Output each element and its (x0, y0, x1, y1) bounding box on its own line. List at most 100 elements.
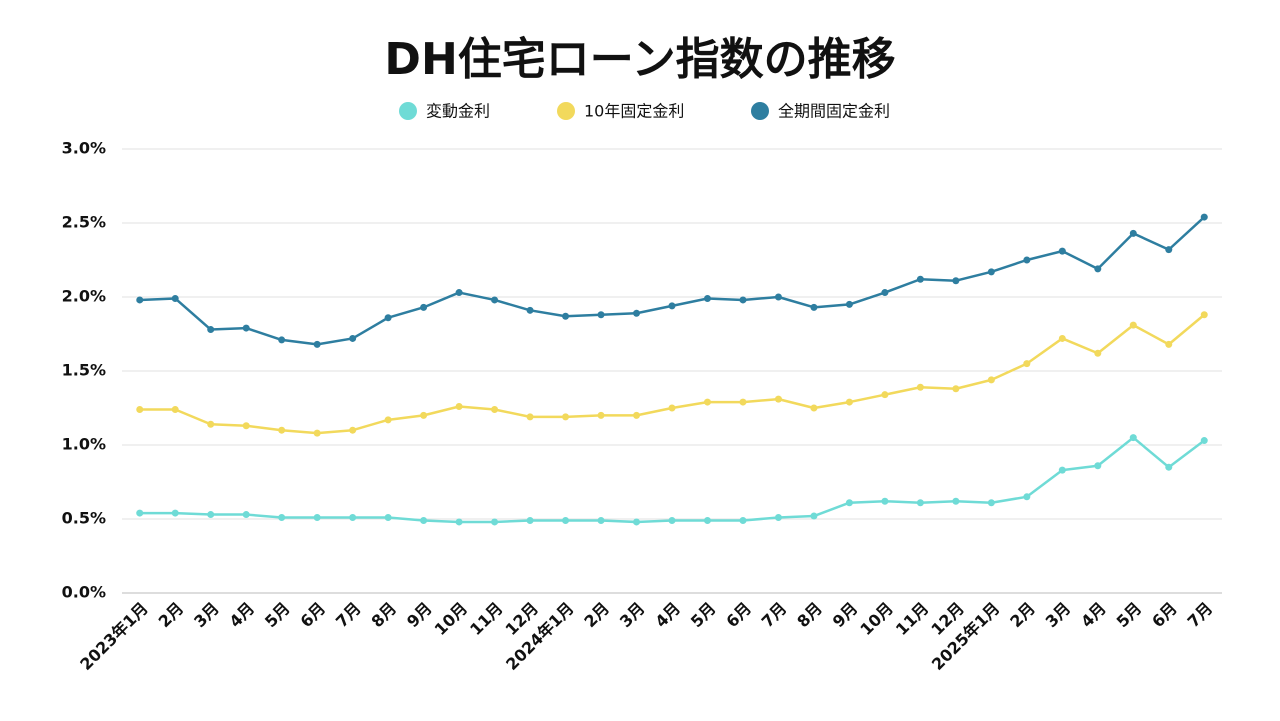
y-tick-label: 2.0% (62, 287, 106, 306)
data-point (207, 326, 215, 334)
data-point (1058, 466, 1066, 474)
data-point (562, 516, 570, 524)
data-point (881, 497, 889, 505)
data-point (313, 340, 321, 348)
data-point (313, 514, 321, 522)
data-point (1094, 462, 1102, 470)
data-point (1023, 493, 1031, 501)
data-point (1165, 463, 1173, 471)
data-point (349, 426, 357, 434)
series-line (139, 216, 1206, 346)
data-point (136, 509, 144, 517)
data-point (703, 294, 711, 302)
y-tick-label: 0.0% (62, 583, 106, 602)
y-tick-label: 1.0% (62, 435, 106, 454)
x-tick-label: 3月 (616, 599, 649, 632)
data-point (1165, 246, 1173, 254)
x-tick-label: 10月 (856, 599, 897, 640)
data-point (562, 312, 570, 320)
data-point (1129, 321, 1137, 329)
data-point (242, 511, 250, 519)
data-point (845, 398, 853, 406)
x-tick-label: 2月 (1006, 599, 1039, 632)
data-point (278, 514, 286, 522)
data-point (1200, 437, 1208, 445)
data-point (1200, 311, 1208, 319)
data-point (278, 426, 286, 434)
data-point (420, 411, 428, 419)
data-point (278, 336, 286, 344)
data-point (881, 289, 889, 297)
x-tick-label: 11月 (466, 599, 507, 640)
data-point (633, 309, 641, 317)
data-point (207, 511, 215, 519)
x-tick-label: 4月 (1077, 599, 1110, 632)
data-point (171, 405, 179, 413)
data-point (916, 499, 924, 507)
data-point (242, 324, 250, 332)
data-point (703, 516, 711, 524)
data-point (1094, 349, 1102, 357)
data-point (526, 516, 534, 524)
data-point (810, 303, 818, 311)
x-tick-label: 6月 (297, 599, 330, 632)
data-point (987, 376, 995, 384)
data-point (739, 516, 747, 524)
data-point (810, 404, 818, 412)
legend-label: 全期間固定金利 (778, 102, 890, 121)
legend-label: 変動金利 (426, 102, 490, 121)
data-point (774, 395, 782, 403)
data-point (987, 499, 995, 507)
x-tick-label: 8月 (368, 599, 401, 632)
legend-marker (557, 102, 575, 120)
data-point (420, 516, 428, 524)
data-point (845, 300, 853, 308)
data-point (491, 405, 499, 413)
data-point (1094, 265, 1102, 273)
x-tick-label: 6月 (722, 599, 755, 632)
data-point (136, 296, 144, 304)
chart-title: DH住宅ローン指数の推移 (384, 34, 895, 85)
data-point (384, 314, 392, 322)
data-point (597, 411, 605, 419)
x-tick-label: 10月 (431, 599, 472, 640)
x-tick-label: 7月 (332, 599, 365, 632)
x-tick-label: 5月 (687, 599, 720, 632)
data-point (597, 516, 605, 524)
data-point (952, 277, 960, 285)
data-point (1023, 360, 1031, 368)
data-point (136, 405, 144, 413)
data-point (952, 497, 960, 505)
x-tick-label: 5月 (261, 599, 294, 632)
data-point (881, 391, 889, 399)
series-line (139, 436, 1206, 524)
data-point (845, 499, 853, 507)
data-point (455, 289, 463, 297)
data-point (1200, 213, 1208, 221)
x-tick-label: 8月 (793, 599, 826, 632)
x-tick-label: 7月 (758, 599, 791, 632)
data-point (349, 514, 357, 522)
data-point (349, 334, 357, 342)
data-point (916, 275, 924, 283)
x-tick-label: 6月 (1148, 599, 1181, 632)
data-point (526, 306, 534, 314)
data-point (774, 514, 782, 522)
x-tick-label: 3月 (190, 599, 223, 632)
data-point (668, 302, 676, 310)
data-point (774, 293, 782, 301)
data-point (739, 398, 747, 406)
x-tick-label: 11月 (892, 599, 933, 640)
data-point (526, 413, 534, 421)
x-tick-label: 2023年1月 (76, 599, 151, 674)
data-point (242, 422, 250, 430)
x-tick-label: 5月 (1113, 599, 1146, 632)
data-point (1129, 434, 1137, 442)
data-point (455, 518, 463, 526)
x-tick-label: 4月 (226, 599, 259, 632)
legend-marker (751, 102, 769, 120)
data-point (739, 296, 747, 304)
data-point (1129, 229, 1137, 237)
y-tick-label: 1.5% (62, 361, 106, 380)
x-tick-label: 2月 (580, 599, 613, 632)
